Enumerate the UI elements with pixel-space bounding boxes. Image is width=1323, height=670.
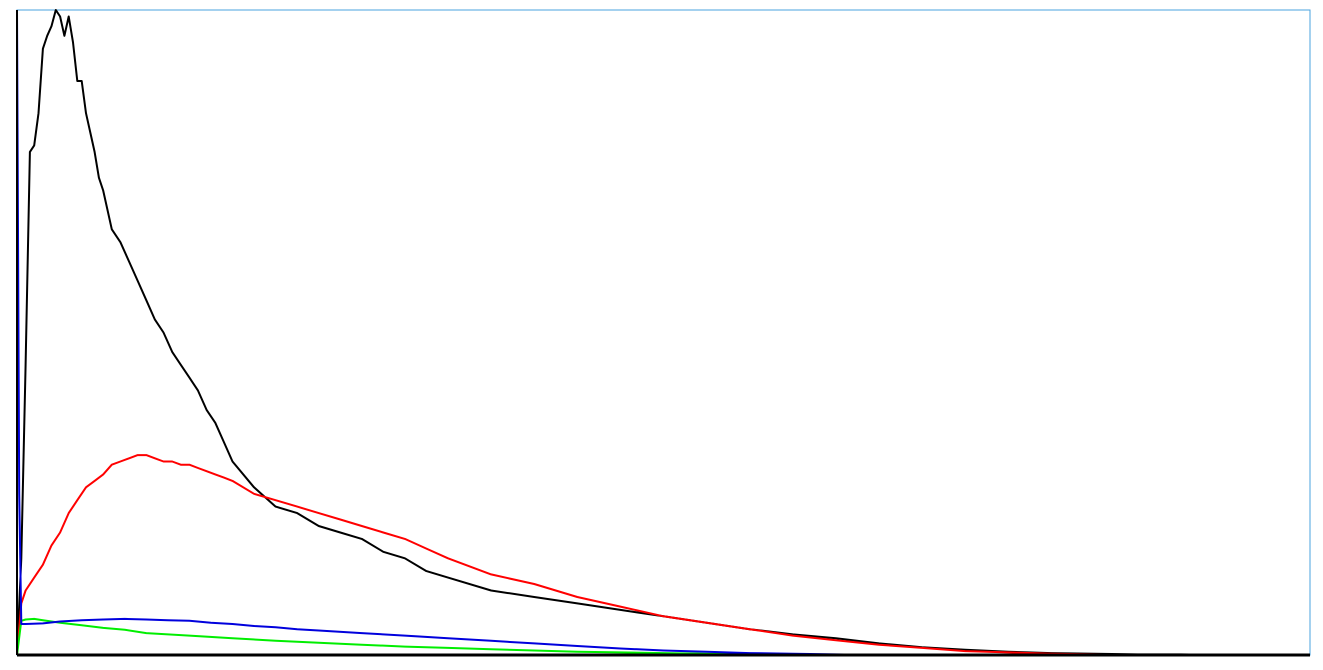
series-line-1 — [16, 9, 1310, 656]
plot-frame — [16, 9, 1311, 656]
series-line-2 — [16, 454, 1310, 656]
